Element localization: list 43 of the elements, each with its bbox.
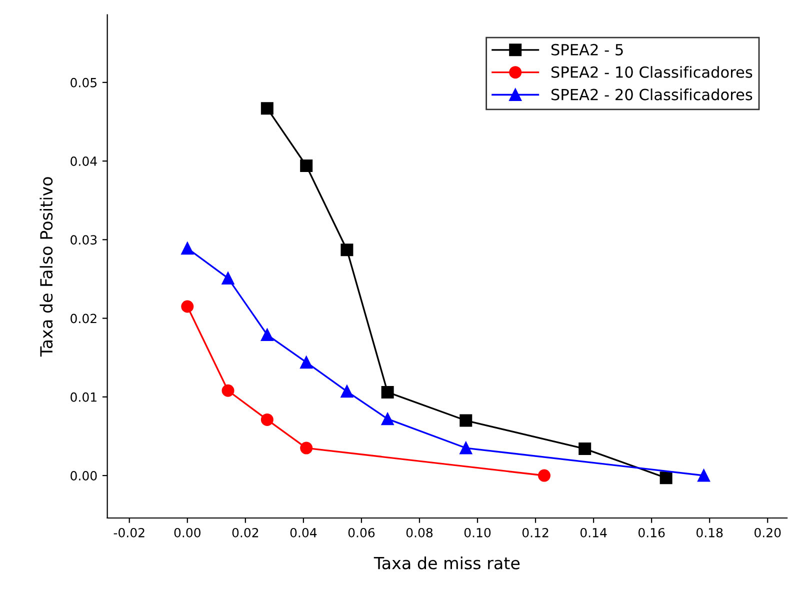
y-tick-label: 0.01 <box>70 392 96 402</box>
x-tick-label: 0.16 <box>638 528 665 538</box>
point <box>181 242 194 255</box>
x-tick-label: 0.10 <box>464 528 491 538</box>
point <box>300 356 313 369</box>
point <box>698 469 710 482</box>
point <box>578 442 592 456</box>
point <box>340 244 354 256</box>
legend-label: SPEA2 - 10 Classificadores <box>551 66 752 78</box>
point <box>260 102 274 115</box>
x-tick-label: 0.12 <box>522 528 548 538</box>
point <box>300 442 313 454</box>
point <box>300 160 313 172</box>
y-axis-title: Taxa de Falso Positivo <box>40 177 53 357</box>
x-axis-title: Taxa de miss rate <box>374 556 520 570</box>
x-tick-label: 0.06 <box>348 528 375 538</box>
point <box>222 272 234 284</box>
x-tick-label: 0.04 <box>290 528 317 538</box>
point <box>660 472 672 484</box>
point <box>381 412 394 426</box>
point <box>538 469 550 482</box>
x-tick-label: 0.08 <box>406 528 433 538</box>
legend-label: SPEA2 - 5 <box>551 44 623 56</box>
point <box>381 386 394 398</box>
point <box>460 414 472 427</box>
x-tick-label: 0.20 <box>754 528 781 538</box>
y-tick-label: 0.02 <box>70 314 96 324</box>
point <box>260 328 274 342</box>
y-tick-label: 0.00 <box>70 471 97 480</box>
point <box>222 384 234 397</box>
point <box>460 442 472 454</box>
point <box>181 300 194 313</box>
point <box>260 413 274 426</box>
x-tick-label: 0.14 <box>580 528 607 538</box>
x-tick-label: 0.18 <box>696 528 723 538</box>
y-tick-label: 0.05 <box>70 78 97 88</box>
y-tick-label: 0.03 <box>70 235 97 245</box>
x-tick-label: -0.02 <box>114 528 144 538</box>
y-tick-label: 0.04 <box>70 156 97 166</box>
legend-label: SPEA2 - 20 Classificadores <box>551 88 752 100</box>
x-tick-label: 0.02 <box>232 528 258 538</box>
point <box>340 385 354 398</box>
x-tick-label: 0.00 <box>174 528 200 538</box>
